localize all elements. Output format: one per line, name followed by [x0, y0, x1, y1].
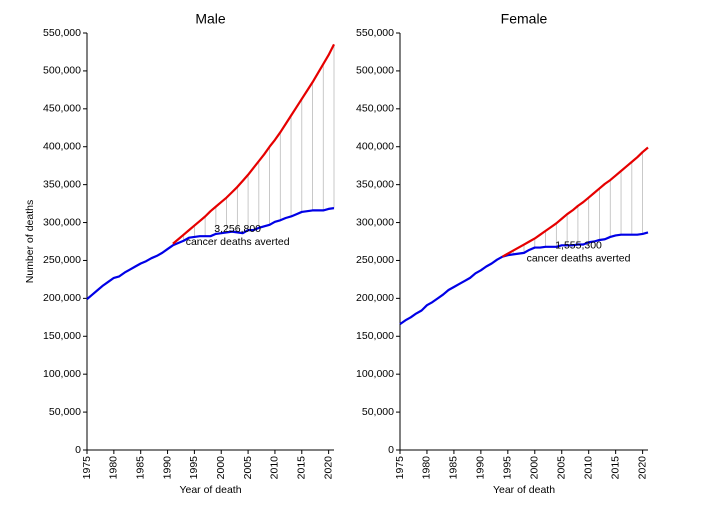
y-tick-label: 550,000	[43, 27, 81, 39]
y-tick-label: 300,000	[43, 216, 81, 228]
y-tick-label: 450,000	[43, 103, 81, 115]
x-axis-title: Year of death	[493, 484, 555, 496]
x-tick-label: 1995	[188, 456, 200, 480]
y-tick-label: 0	[388, 444, 394, 456]
x-tick-label: 1990	[475, 456, 487, 480]
x-tick-label: 1990	[161, 456, 173, 480]
x-tick-label: 2015	[296, 456, 308, 480]
y-tick-label: 400,000	[356, 141, 394, 153]
y-tick-label: 150,000	[356, 330, 394, 342]
series-line	[86, 207, 335, 300]
chart-title: Male	[195, 11, 226, 27]
y-tick-label: 50,000	[362, 406, 394, 418]
annotation: cancer deaths averted	[527, 252, 631, 264]
y-tick-label: 550,000	[356, 27, 394, 39]
x-tick-label: 2005	[556, 456, 568, 480]
annotation: 1,555,300	[555, 239, 602, 251]
x-tick-label: 2000	[215, 456, 227, 480]
x-tick-label: 2010	[582, 456, 594, 480]
series-line	[501, 146, 649, 258]
x-tick-label: 2015	[609, 456, 621, 480]
x-tick-label: 2000	[529, 456, 541, 480]
annotation: cancer deaths averted	[186, 236, 290, 248]
y-tick-label: 200,000	[356, 292, 394, 304]
y-tick-label: 100,000	[356, 368, 394, 380]
y-tick-label: 400,000	[43, 141, 81, 153]
y-tick-label: 250,000	[43, 254, 81, 266]
y-tick-label: 450,000	[356, 103, 394, 115]
x-tick-label: 1985	[448, 456, 460, 480]
y-tick-label: 50,000	[49, 406, 81, 418]
y-tick-label: 300,000	[356, 216, 394, 228]
y-tick-label: 0	[75, 444, 81, 456]
y-tick-label: 150,000	[43, 330, 81, 342]
x-tick-label: 1995	[502, 456, 514, 480]
series-line	[399, 231, 649, 326]
x-axis-title: Year of death	[179, 484, 241, 496]
x-tick-label: 2020	[322, 456, 334, 480]
x-tick-label: 1980	[421, 456, 433, 480]
y-tick-label: 200,000	[43, 292, 81, 304]
x-tick-label: 1985	[134, 456, 146, 480]
series-line	[172, 43, 335, 245]
y-tick-label: 350,000	[356, 178, 394, 190]
y-tick-label: 250,000	[356, 254, 394, 266]
x-tick-label: 1980	[108, 456, 120, 480]
y-tick-label: 500,000	[356, 65, 394, 77]
x-tick-label: 2005	[242, 456, 254, 480]
x-tick-label: 2010	[269, 456, 281, 480]
x-tick-label: 1975	[394, 456, 406, 480]
y-tick-label: 500,000	[43, 65, 81, 77]
y-tick-label: 350,000	[43, 178, 81, 190]
x-tick-label: 2020	[636, 456, 648, 480]
y-axis-title: Number of deaths	[24, 200, 36, 283]
chart-title: Female	[501, 11, 548, 27]
x-tick-label: 1975	[81, 456, 93, 480]
y-tick-label: 100,000	[43, 368, 81, 380]
annotation: 3,256,800	[214, 223, 261, 235]
